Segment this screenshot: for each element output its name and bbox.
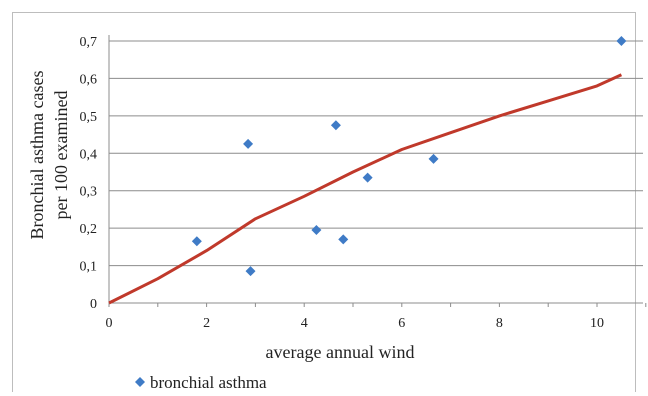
data-point-0 bbox=[191, 236, 202, 247]
legend-diamond-icon bbox=[135, 377, 145, 387]
legend: bronchial asthma bbox=[135, 373, 267, 392]
x-tick-label-2: 4 bbox=[301, 316, 308, 331]
data-point-4 bbox=[330, 120, 341, 131]
y-tick-label-1: 0,1 bbox=[80, 260, 98, 275]
axes bbox=[108, 35, 647, 307]
x-tick-label-1: 2 bbox=[203, 316, 210, 331]
x-tick-label-3: 6 bbox=[398, 316, 405, 331]
y-tick-label-5: 0,5 bbox=[80, 110, 98, 125]
y-tick-label-4: 0,4 bbox=[80, 147, 98, 162]
data-point-6 bbox=[362, 172, 373, 183]
data-point-1 bbox=[243, 138, 254, 149]
x-tick-label-0: 0 bbox=[106, 316, 113, 331]
trendline bbox=[108, 73, 623, 305]
legend-label: bronchial asthma bbox=[150, 373, 267, 392]
chart-frame bbox=[12, 12, 636, 392]
data-point-7 bbox=[428, 153, 439, 164]
y-tick-labels: 0 0,1 0,2 0,3 0,4 0,5 0,6 0,7 bbox=[80, 35, 98, 312]
y-tick-label-0: 0 bbox=[90, 297, 97, 312]
y-tick-label-3: 0,3 bbox=[80, 185, 98, 200]
gridlines bbox=[109, 40, 643, 267]
data-point-5 bbox=[338, 234, 349, 245]
x-tick-labels: 0 2 4 6 8 10 bbox=[106, 316, 605, 331]
x-tick-label-5: 10 bbox=[590, 316, 604, 331]
y-tick-label-2: 0,2 bbox=[80, 222, 98, 237]
y-axis-title-line-2: per 100 examined bbox=[51, 91, 71, 220]
data-point-8 bbox=[616, 36, 627, 46]
trendline-path bbox=[108, 73, 623, 305]
x-tick-label-4: 8 bbox=[496, 316, 503, 331]
y-tick-label-6: 0,6 bbox=[80, 72, 98, 87]
data-point-3 bbox=[311, 225, 322, 236]
y-axis-title-line-1: Bronchial asthma cases bbox=[27, 71, 47, 240]
data-points bbox=[191, 36, 627, 277]
x-axis-title: average annual wind bbox=[266, 342, 415, 362]
data-point-2 bbox=[245, 266, 256, 277]
y-tick-label-7: 0,7 bbox=[80, 35, 98, 50]
